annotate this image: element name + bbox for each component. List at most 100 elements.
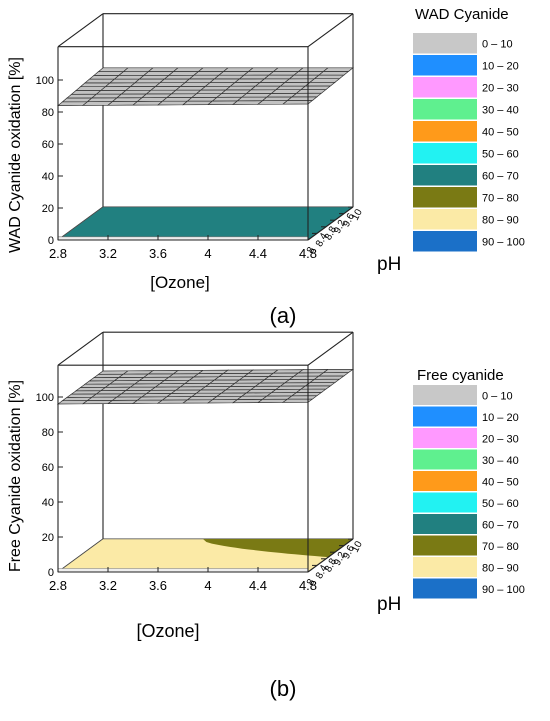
reference-plane-cell: [272, 67, 304, 72]
x-tick-label: 3.2: [99, 246, 117, 261]
z-tick-label: 60: [42, 462, 54, 474]
reference-plane-cell: [295, 89, 328, 94]
legend-swatch: [413, 121, 477, 142]
legend-swatch: [413, 492, 477, 513]
reference-plane-cell: [293, 71, 325, 76]
x-tick-label: 4.8: [299, 246, 317, 261]
reference-plane-cell: [299, 385, 332, 390]
reference-plane-cell: [313, 74, 345, 80]
z-tick-label: 60: [42, 139, 54, 151]
reference-plane-cell: [197, 67, 229, 72]
legend-swatch: [413, 471, 477, 491]
reference-plane-cell: [290, 92, 323, 98]
legend-swatch: [413, 55, 477, 76]
z-axis-label: WAD Cyanide oxidation [%]: [7, 57, 24, 253]
y-axis-label: pH: [377, 594, 401, 615]
legend-title: Free cyanide: [417, 367, 504, 384]
z-tick-label: 0: [48, 567, 54, 579]
z-tick-label: 40: [42, 497, 54, 509]
y-tick-label: 8: [305, 245, 318, 255]
box-edge: [307, 331, 354, 366]
legend-entry: 50 – 60: [482, 498, 519, 510]
legend-entry: 40 – 50: [482, 127, 519, 139]
legend-entry: 60 – 70: [482, 519, 519, 531]
z-tick-label: 80: [42, 107, 54, 119]
reference-plane-cell: [118, 71, 150, 76]
legend-swatch: [413, 578, 477, 599]
legend-swatch: [413, 535, 477, 556]
legend-swatch: [413, 33, 477, 54]
x-tick-label: 4: [204, 246, 211, 261]
reference-plane-cell: [263, 74, 295, 80]
reference-plane-cell: [84, 78, 116, 84]
z-tick-label: 40: [42, 171, 54, 183]
legend-swatch: [413, 449, 477, 470]
reference-plane-cell: [218, 71, 250, 76]
legend-entry: 20 – 30: [482, 433, 519, 445]
panel-label: (b): [270, 676, 297, 701]
x-tick-label: 2.8: [49, 578, 67, 593]
response-surface: [57, 206, 354, 241]
y-axis-label: pH: [377, 254, 401, 275]
z-tick-label: 0: [48, 235, 54, 247]
reference-plane-cell: [304, 382, 337, 387]
legend-entry: 80 – 90: [482, 215, 519, 227]
reference-plane-cell: [188, 74, 220, 80]
legend-swatch: [413, 99, 477, 120]
x-tick-label: 3.6: [149, 578, 167, 593]
x-axis-label: [Ozone]: [150, 273, 210, 292]
reference-plane-cell: [97, 67, 129, 72]
reference-plane-cell: [222, 67, 254, 72]
reference-plane-cell: [159, 78, 191, 84]
legend-swatch: [413, 406, 477, 427]
reference-plane-cell: [309, 78, 341, 83]
box-edge: [57, 331, 104, 366]
box-edge: [307, 538, 354, 573]
reference-plane-cell: [234, 78, 266, 83]
reference-plane-cell: [299, 85, 332, 90]
z-tick-label: 100: [36, 392, 54, 404]
z-tick-label: 100: [36, 75, 54, 87]
reference-plane-cell: [254, 82, 286, 87]
legend-entry: 30 – 40: [482, 105, 519, 117]
legend-entry: 90 – 100: [482, 237, 525, 249]
y-tick-label: 10: [350, 539, 365, 554]
reference-plane-cell: [193, 71, 225, 76]
reference-plane-cell: [318, 71, 350, 76]
reference-plane-cell: [143, 71, 175, 76]
y-tick-label: 10: [350, 207, 365, 222]
z-tick-label: 20: [42, 203, 54, 215]
x-tick-label: 4.8: [299, 578, 317, 593]
reference-plane-cell: [129, 82, 161, 87]
reference-plane-cell: [88, 74, 120, 80]
legend-entry: 60 – 70: [482, 171, 519, 183]
box-edge: [57, 13, 104, 48]
legend-entry: 40 – 50: [482, 476, 519, 488]
reference-plane-cell: [322, 67, 354, 72]
reference-plane-cell: [286, 96, 319, 101]
x-tick-label: 4: [204, 578, 211, 593]
z-tick-label: 80: [42, 427, 54, 439]
legend-swatch: [413, 187, 477, 208]
legend-entry: 0 – 10: [482, 390, 513, 402]
x-tick-label: 4.4: [249, 578, 267, 593]
z-axis-label: Free Cyanide oxidation [%]: [7, 380, 24, 572]
x-tick-label: 3.6: [149, 246, 167, 261]
response-surface-secondary: [203, 539, 353, 558]
reference-plane-cell: [304, 81, 336, 87]
legend-swatch: [413, 143, 477, 164]
legend-entry: 70 – 80: [482, 541, 519, 553]
legend-title: WAD Cyanide: [415, 6, 509, 23]
reference-plane-cell: [268, 71, 300, 76]
legend-swatch: [413, 77, 477, 98]
legend-entry: 30 – 40: [482, 455, 519, 467]
reference-plane-cell: [290, 392, 323, 397]
x-tick-label: 2.8: [49, 246, 67, 261]
box-edge: [307, 206, 354, 241]
x-tick-label: 4.4: [249, 246, 267, 261]
legend-entry: 10 – 20: [482, 412, 519, 424]
x-axis-label: [Ozone]: [136, 621, 199, 641]
z-tick-label: 20: [42, 532, 54, 544]
